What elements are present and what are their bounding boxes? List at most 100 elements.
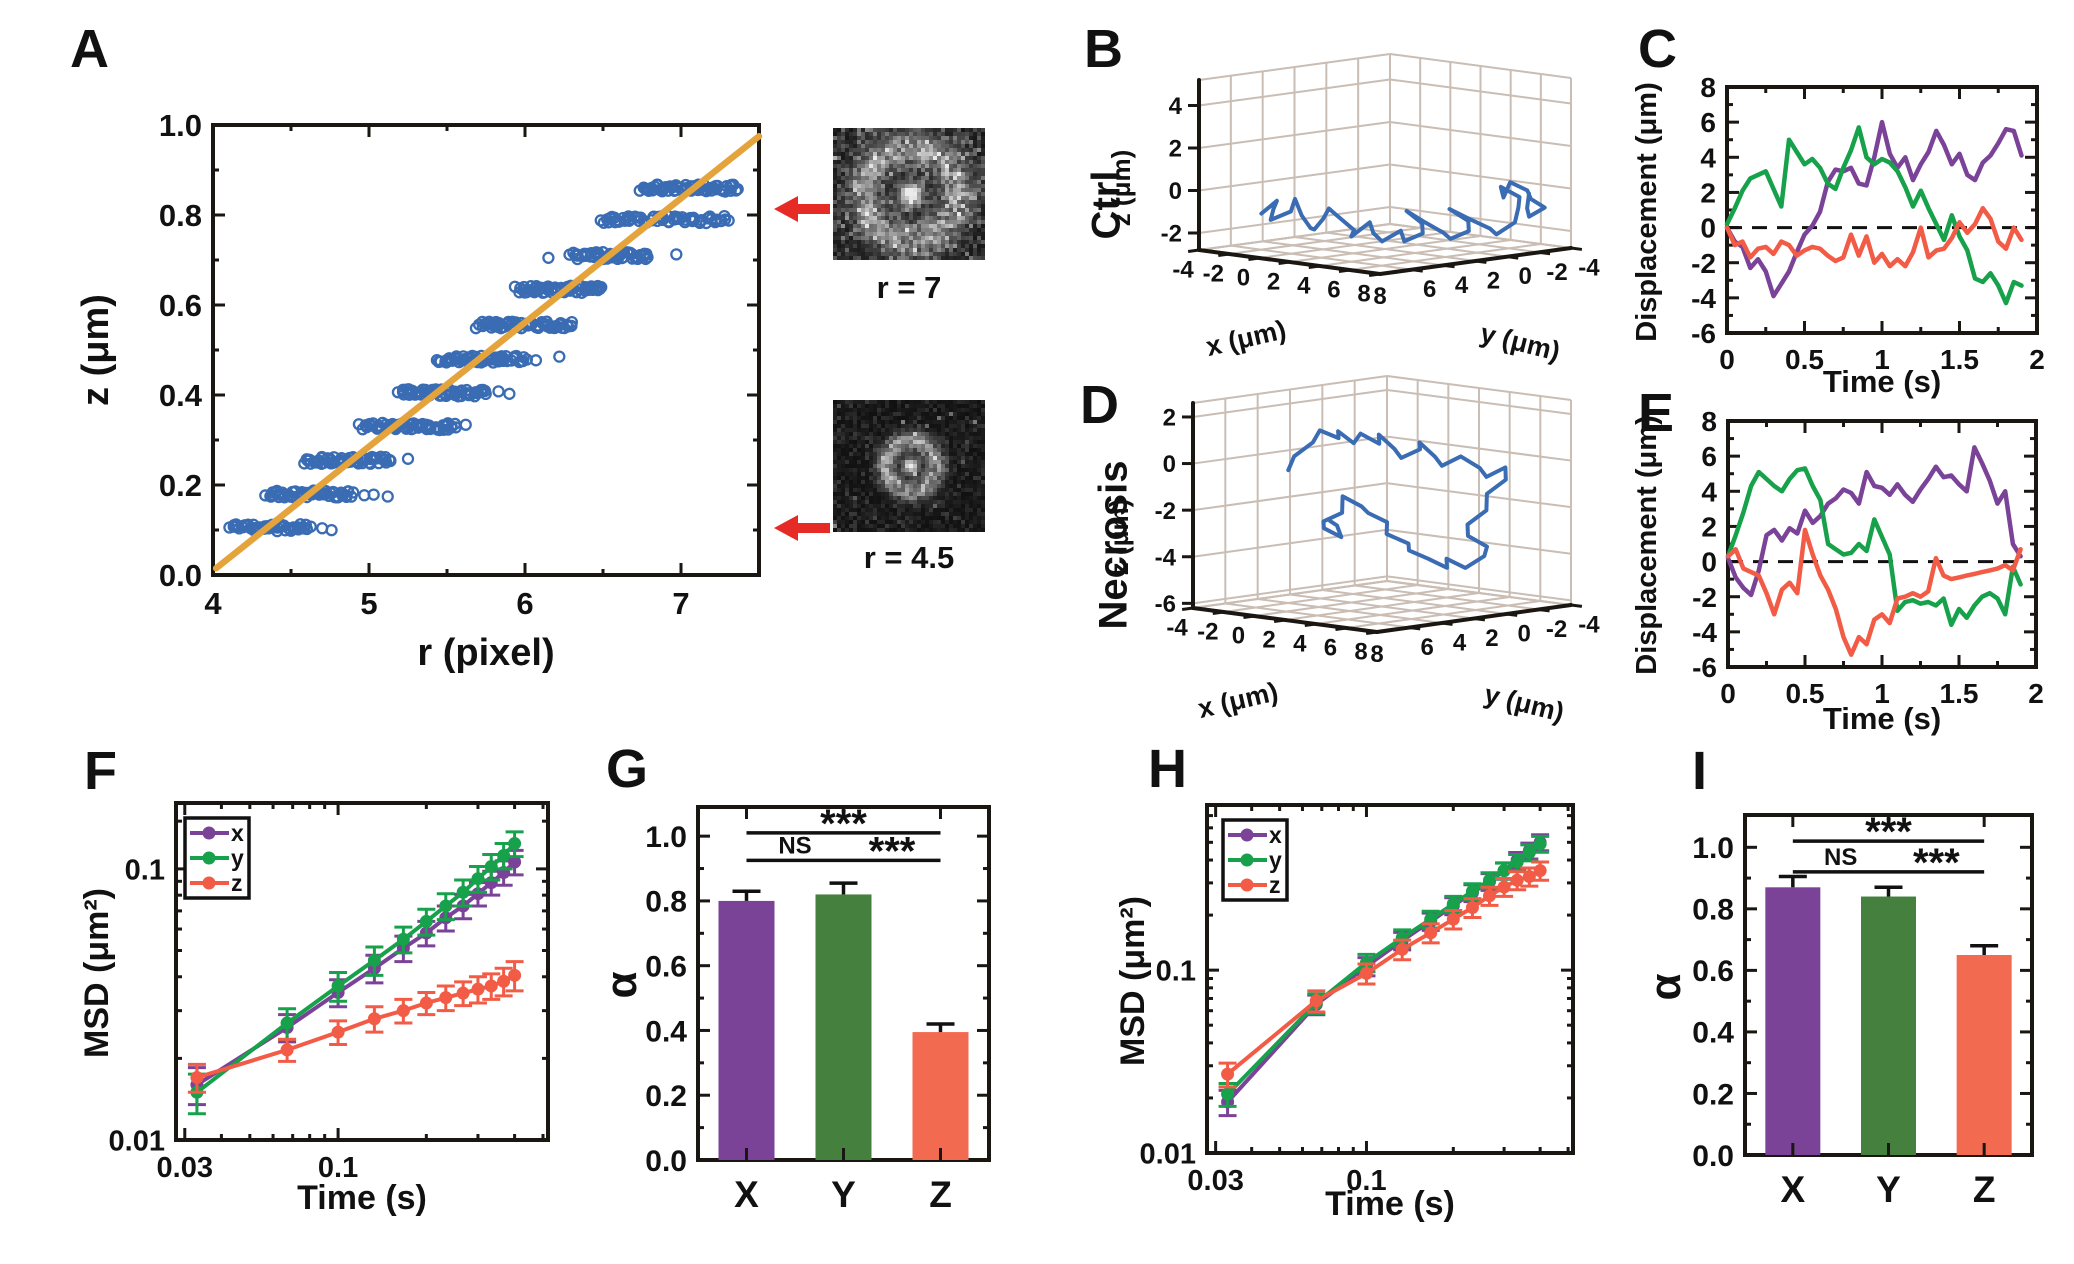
svg-text:x: x [231, 820, 244, 846]
svg-text:0.1: 0.1 [125, 854, 165, 886]
svg-text:0: 0 [1169, 178, 1182, 205]
svg-text:-4: -4 [1172, 256, 1194, 283]
svg-text:-2: -2 [1692, 582, 1717, 613]
svg-text:-4: -4 [1691, 283, 1716, 314]
svg-text:-4: -4 [1155, 544, 1177, 571]
svg-text:z (μm): z (μm) [1106, 150, 1136, 227]
svg-text:7: 7 [672, 586, 689, 621]
svg-text:8: 8 [1354, 639, 1367, 666]
panel-i-alpha-bars-necrosis: 0.0 0.2 0.4 0.6 0.8 1.0 X Y Z *** NS *** α [1641, 810, 2034, 1210]
panel-h-msd-loglog-necrosis: 0.03 0.1 0.01 0.1 xyz Time (s) MSD (μm²) [1114, 803, 1575, 1223]
svg-text:0: 0 [1163, 451, 1176, 478]
svg-text:Y: Y [831, 1174, 856, 1215]
svg-text:***: *** [1913, 841, 1960, 885]
svg-text:2: 2 [1262, 627, 1275, 654]
svg-text:0.2: 0.2 [645, 1080, 687, 1113]
svg-text:0.1: 0.1 [318, 1152, 358, 1184]
svg-text:8: 8 [1700, 72, 1716, 103]
svg-text:8: 8 [1701, 406, 1717, 437]
panel-g-alpha-bars-ctrl: 0.0 0.2 0.4 0.6 0.8 1.0 X Y Z *** NS *** α [597, 802, 991, 1215]
svg-text:0.1: 0.1 [1156, 956, 1196, 988]
svg-text:x (μm): x (μm) [1195, 677, 1281, 724]
svg-text:4: 4 [1453, 629, 1467, 656]
svg-text:2: 2 [1700, 178, 1716, 209]
svg-text:Displacement (μm): Displacement (μm) [1631, 82, 1663, 341]
svg-text:1.0: 1.0 [1692, 832, 1734, 865]
svg-text:0.0: 0.0 [1692, 1140, 1734, 1173]
svg-text:0.8: 0.8 [645, 886, 687, 919]
svg-text:z: z [1269, 872, 1281, 898]
svg-text:0.6: 0.6 [645, 950, 687, 983]
panel-c-displacement-plot-ctrl: 0 0.5 1 1.5 2 8 6 4 2 0 -2 -4 -6 Time (s) Displacement… [1631, 72, 2045, 399]
svg-text:0: 0 [1237, 264, 1250, 291]
left-arrow-icon [774, 515, 830, 541]
svg-text:0.0: 0.0 [159, 558, 202, 593]
svg-text:4: 4 [1297, 272, 1311, 299]
svg-text:4: 4 [1700, 142, 1716, 173]
svg-text:-6: -6 [1691, 318, 1716, 349]
svg-text:-4: -4 [1166, 615, 1188, 642]
svg-text:-2: -2 [1546, 616, 1567, 643]
svg-text:MSD (μm²): MSD (μm²) [1114, 896, 1152, 1066]
left-arrow-icon [774, 196, 830, 222]
svg-text:1.0: 1.0 [159, 108, 202, 143]
svg-text:y (μm): y (μm) [1481, 679, 1567, 728]
svg-text:0.5: 0.5 [1785, 344, 1824, 375]
svg-text:1.5: 1.5 [1940, 344, 1979, 375]
svg-text:2: 2 [2028, 678, 2044, 709]
svg-text:6: 6 [1421, 634, 1434, 661]
svg-text:z (μm): z (μm) [75, 294, 117, 406]
svg-text:2: 2 [1267, 268, 1280, 295]
svg-text:0.01: 0.01 [109, 1125, 165, 1157]
svg-text:1: 1 [1874, 344, 1890, 375]
svg-text:-4: -4 [1578, 611, 1600, 638]
svg-text:0.8: 0.8 [1692, 894, 1734, 927]
panel-letter-i: I [1692, 741, 1708, 801]
svg-text:2: 2 [1485, 625, 1498, 652]
svg-text:0.6: 0.6 [1692, 955, 1734, 988]
svg-text:r (pixel): r (pixel) [417, 632, 554, 674]
red-arrow-lower [774, 515, 830, 541]
svg-text:4: 4 [1169, 93, 1183, 120]
svg-text:6: 6 [1701, 441, 1717, 472]
svg-text:4: 4 [204, 586, 222, 621]
svg-text:4: 4 [1701, 476, 1717, 507]
svg-text:6: 6 [1700, 107, 1716, 138]
svg-text:0: 0 [1701, 547, 1717, 578]
svg-text:Time (s): Time (s) [297, 1179, 427, 1217]
svg-text:-2: -2 [1161, 221, 1182, 248]
svg-text:0.0: 0.0 [645, 1145, 687, 1178]
svg-text:-6: -6 [1692, 652, 1717, 683]
svg-text:0.6: 0.6 [159, 288, 202, 323]
svg-text:8: 8 [1357, 280, 1370, 307]
svg-text:0.01: 0.01 [1140, 1138, 1196, 1170]
svg-text:z: z [231, 870, 243, 896]
svg-text:-2: -2 [1197, 619, 1218, 646]
svg-text:-2: -2 [1546, 259, 1567, 286]
svg-text:2: 2 [1487, 267, 1500, 294]
svg-text:Time (s): Time (s) [1823, 701, 1941, 736]
panel-letter-b: B [1084, 19, 1123, 79]
svg-text:8: 8 [1373, 283, 1386, 310]
svg-text:-6: -6 [1155, 591, 1176, 618]
svg-text:0.4: 0.4 [645, 1015, 687, 1048]
svg-text:0.1: 0.1 [1346, 1165, 1386, 1197]
svg-text:X: X [734, 1174, 759, 1215]
svg-text:8: 8 [1370, 641, 1383, 668]
svg-text:MSD (μm²): MSD (μm²) [78, 888, 116, 1058]
panel-e-displacement-plot-necrosis: 0 0.5 1 1.5 2 8 6 4 2 0 -2 -4 -6 Time (s) Displacement… [1631, 406, 2044, 736]
svg-text:-2: -2 [1155, 498, 1176, 525]
svg-text:2: 2 [1169, 136, 1182, 163]
svg-text:NS: NS [1824, 844, 1857, 871]
svg-text:-4: -4 [1692, 617, 1717, 648]
svg-text:-2: -2 [1691, 248, 1716, 279]
svg-text:2: 2 [2029, 344, 2045, 375]
svg-text:y: y [231, 845, 244, 871]
svg-text:Y: Y [1876, 1169, 1901, 1210]
psf-image-r45 [833, 400, 985, 532]
svg-text:1.5: 1.5 [1940, 678, 1979, 709]
panel-letter-h: H [1148, 739, 1187, 799]
svg-text:6: 6 [516, 586, 533, 621]
